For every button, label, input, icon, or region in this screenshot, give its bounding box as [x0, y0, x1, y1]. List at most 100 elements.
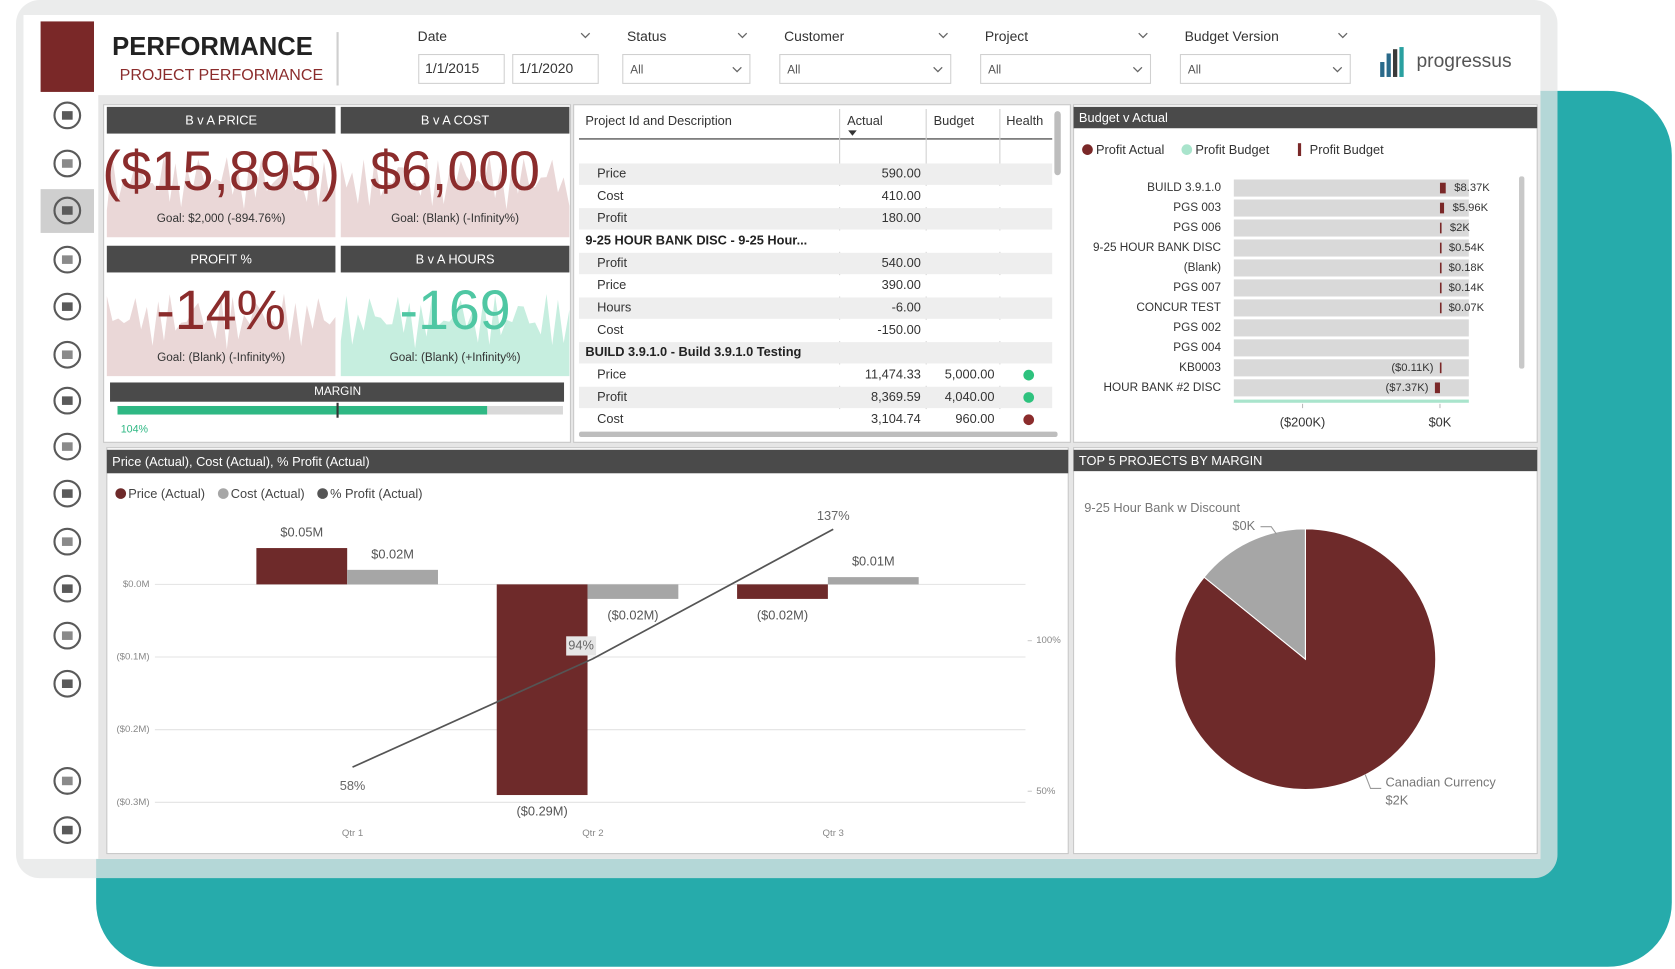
nav-icon-glyph	[61, 159, 73, 168]
nav-icon[interactable]	[53, 292, 82, 321]
row-bg	[578, 185, 1053, 208]
margin-label: 104%	[121, 423, 149, 435]
filter-dropdown[interactable]	[779, 53, 952, 84]
y-tick-label: ($0.2M)	[116, 724, 149, 735]
value-label: $0.07K	[1449, 302, 1485, 314]
nav-icon[interactable]	[53, 527, 82, 556]
legend-marker	[1082, 144, 1093, 155]
budget-value: 4,040.00	[945, 389, 995, 404]
slice-value: $2K	[1386, 793, 1409, 808]
category-band	[1233, 359, 1469, 377]
nav-icon-ring	[53, 149, 82, 178]
bar	[1439, 222, 1442, 234]
leader-line	[1260, 526, 1277, 535]
nav-icon[interactable]	[53, 149, 82, 178]
actual-value: -150.00	[877, 322, 920, 337]
filter-label: Budget Version	[1185, 28, 1279, 44]
nav-icon[interactable]	[53, 101, 82, 130]
panel-header	[340, 106, 570, 134]
category-label: PGS 004	[1173, 341, 1221, 354]
chevron	[1338, 32, 1348, 39]
x-tick-label: Qtr 2	[582, 828, 603, 839]
bar	[1439, 242, 1442, 254]
category-label: PGS 003	[1173, 201, 1221, 214]
row-bg	[578, 163, 1053, 185]
health-indicator	[1023, 414, 1035, 426]
brand-block	[40, 21, 95, 92]
nav-icon[interactable]	[53, 767, 82, 795]
chevron	[1138, 32, 1148, 39]
nav-icon[interactable]	[53, 196, 82, 225]
filter-dropdown[interactable]	[1179, 53, 1351, 84]
actual-value: 180.00	[882, 210, 921, 225]
nav-icon-ring	[53, 196, 82, 225]
legend-label: Profit Budget	[1195, 142, 1269, 157]
row-label: Price	[597, 166, 626, 181]
category-band	[1233, 239, 1469, 257]
value-label: $0.18K	[1449, 262, 1485, 274]
filter-dropdown[interactable]	[622, 53, 751, 84]
date-input[interactable]	[418, 53, 505, 84]
category-label: PGS 002	[1173, 321, 1221, 334]
bar	[1439, 282, 1442, 294]
filter-dropdown[interactable]	[980, 53, 1152, 84]
bar	[1434, 382, 1440, 394]
row-bg	[578, 208, 1053, 230]
column-header: Project Id and Description	[585, 113, 732, 128]
scrollbar-thumb[interactable]	[1054, 111, 1061, 176]
panel-title: B v A PRICE	[185, 113, 257, 128]
slice-label: Canadian Currency	[1386, 774, 1497, 789]
value-label: $0.54K	[1449, 242, 1485, 254]
category-label: CONCUR TEST	[1136, 301, 1221, 314]
group-label: 9-25 HOUR BANK DISC - 9-25 Hour...	[585, 233, 807, 248]
kpi-sparkline-bg	[340, 155, 570, 238]
filter-value: All	[630, 64, 643, 77]
nav-icon[interactable]	[53, 816, 82, 844]
nav-icon-glyph	[61, 206, 73, 215]
sort-indicator	[848, 130, 857, 136]
bar	[737, 584, 828, 599]
nav-icon[interactable]	[53, 432, 82, 461]
nav-icon[interactable]	[53, 621, 82, 650]
row-label: Profit	[597, 389, 627, 404]
y2-tick-label: 50%	[1036, 786, 1056, 797]
nav-icon-glyph	[61, 584, 73, 593]
nav-icon[interactable]	[53, 574, 82, 603]
panel-title: PROFIT %	[190, 252, 252, 267]
actual-value: 3,104.74	[871, 411, 921, 426]
date-input[interactable]	[512, 53, 599, 84]
row-label: Cost	[597, 188, 624, 203]
nav-icon[interactable]	[53, 340, 82, 369]
row-label: Hours	[597, 300, 631, 315]
nav-icon-ring	[53, 574, 82, 603]
scrollbar-thumb[interactable]	[1519, 176, 1525, 369]
hscrollbar[interactable]	[578, 431, 1058, 437]
y-tick-label: ($0.1M)	[116, 652, 149, 663]
nav-icon[interactable]	[53, 245, 82, 274]
value-label: $2K	[1450, 222, 1470, 234]
actual-value: 11,474.33	[865, 367, 921, 382]
legend-label: Profit Actual	[1096, 142, 1164, 157]
category-band	[1233, 219, 1469, 237]
nav-icon[interactable]	[53, 479, 82, 508]
bar	[1439, 302, 1442, 314]
category-band	[1233, 259, 1469, 277]
nav-icon[interactable]	[53, 386, 82, 415]
nav-icon-glyph	[61, 302, 73, 311]
value-label: ($0.11K)	[1391, 362, 1433, 374]
nav-icon-ring	[53, 340, 82, 369]
legend-marker	[317, 488, 328, 499]
legend-label: Profit Budget	[1310, 142, 1384, 157]
filter-label: Customer	[784, 28, 845, 44]
kpi-value: -14%	[156, 279, 286, 341]
nav-icon-ring	[53, 669, 82, 698]
filter-label: Status	[627, 28, 666, 44]
nav-icon-glyph	[61, 537, 73, 546]
x-tick-label: ($200K)	[1280, 414, 1326, 429]
nav-icon[interactable]	[53, 669, 82, 698]
scroll-indicator	[1233, 399, 1469, 403]
actual-value: 8,369.59	[871, 389, 921, 404]
filter-value: All	[787, 64, 800, 77]
column-header: Budget	[934, 113, 975, 128]
